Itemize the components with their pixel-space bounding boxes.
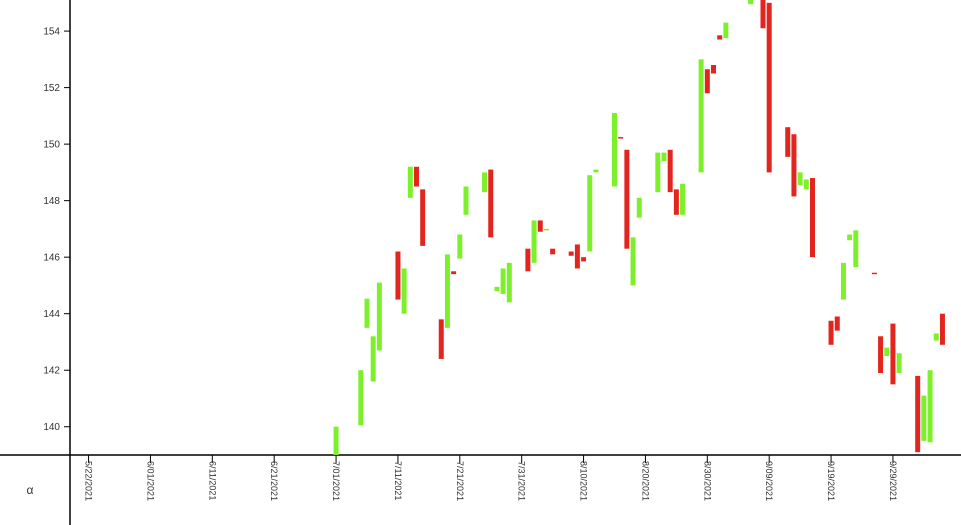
candle-body [612,113,617,187]
candle-body [810,178,815,258]
candle-body [494,286,500,292]
candle-body [667,149,673,193]
candle-body [618,137,624,139]
candle-body [871,272,877,275]
candle-body [376,282,382,351]
candle-body [828,320,834,345]
candle-body [717,35,723,40]
plot-area [333,0,945,455]
candle-body [550,248,556,255]
candle-body [543,228,549,231]
candle-body [748,0,754,5]
corner-label: α [27,483,34,497]
candle-body [630,237,636,286]
candle-body [537,220,543,232]
candle-body [766,2,772,173]
x-tick-label: 9/29/2021 [888,461,898,501]
candle-body [698,59,704,173]
candle-body [568,251,574,256]
y-tick-label: 144 [43,309,60,320]
x-tick-label: 6/11/2021 [207,461,217,500]
candle-body [673,189,679,215]
candle-body [884,347,890,357]
candle-body [581,257,587,262]
candle-body [525,248,531,272]
candle-body [711,65,716,74]
candle-body [420,189,426,246]
candle-body [414,166,419,187]
candle-body [370,336,376,382]
y-tick-label: 150 [43,140,60,151]
candle-body [834,316,840,331]
candle-body [407,166,413,198]
candle-body [760,0,766,29]
x-tick-label: 9/19/2021 [826,461,836,501]
candle-body [890,323,896,385]
candle-body [853,230,859,268]
candle-body [506,262,512,303]
candle-body [457,234,463,259]
candle-body [803,179,809,190]
x-tick-label: 5/22/2021 [84,461,94,501]
candle-body [624,149,630,249]
x-tick-label: 6/01/2021 [145,461,155,501]
candle-body [797,172,803,186]
x-tick-label: 6/21/2021 [269,461,279,501]
candle-body [364,298,370,328]
candle-body [444,254,450,328]
candle-body [915,375,921,453]
candle-body [482,172,488,193]
candle-body [791,134,797,197]
candle-body [333,426,339,455]
candle-body [451,271,457,275]
candle-body [531,220,537,263]
y-tick-label: 148 [43,196,60,207]
x-tick-label: 7/21/2021 [455,461,465,501]
y-tick-label: 152 [43,83,60,94]
x-tick-label: 7/01/2021 [331,461,341,501]
candle-body [933,333,939,341]
candle-body [395,251,401,300]
candle-body [927,370,933,443]
y-tick-label: 142 [43,366,60,377]
x-tick-label: 9/09/2021 [764,461,774,501]
candle-body [896,353,902,374]
candle-body [488,169,494,238]
candle-body [680,183,686,215]
x-tick-label: 7/31/2021 [517,461,527,501]
x-tick-label: 8/30/2021 [702,461,712,501]
candle-body [704,69,710,94]
candle-body [847,234,853,241]
candle-body [401,268,407,314]
x-tick-label: 7/11/2021 [393,461,403,500]
y-tick-label: 140 [43,422,60,433]
y-tick-label: 146 [43,253,60,264]
candle-body [574,244,580,269]
x-tick-label: 8/10/2021 [579,461,589,501]
candle-body [636,197,642,218]
candle-body [593,169,599,173]
candle-body [878,336,884,374]
candle-body [840,262,846,300]
candle-body [500,268,506,294]
candle-body [785,127,791,157]
x-tick-label: 8/20/2021 [640,461,650,501]
candle-body [587,175,593,252]
candle-body [723,22,729,39]
candle-body [358,370,364,426]
candle-body [438,319,444,359]
candle-body [655,152,661,193]
candle-body [921,395,927,441]
y-tick-label: 154 [43,27,60,38]
candle-body [661,152,667,162]
candle-body [463,186,469,215]
candle-body [939,313,945,345]
